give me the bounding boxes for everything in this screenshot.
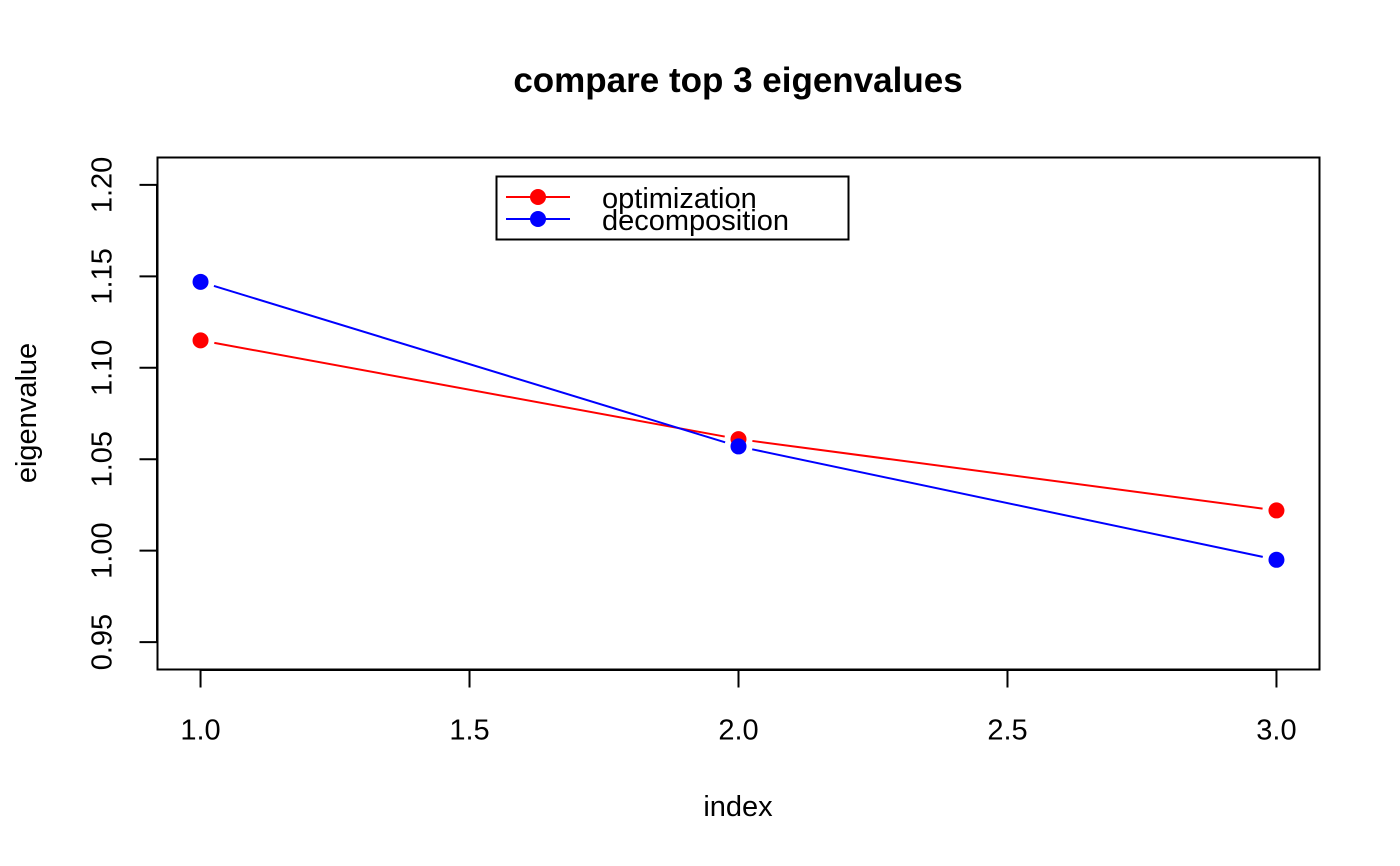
legend: optimization decomposition	[495, 175, 850, 241]
series-line-segment	[751, 448, 1263, 558]
x-axis: 1.0 1.5 2.0 2.5 3.0	[180, 669, 1297, 747]
x-tick-label: 2.5	[987, 715, 1027, 747]
series-layer	[192, 273, 1285, 568]
legend-marker-optimization	[530, 189, 546, 205]
series-line-segment	[213, 284, 726, 444]
x-tick-label: 1.0	[180, 715, 220, 747]
legend-label-decomposition: decomposition	[602, 205, 789, 237]
data-point	[192, 332, 209, 349]
y-tick-label: 1.10	[87, 340, 119, 396]
data-point	[730, 438, 747, 455]
y-axis-label: eigenvalue	[11, 343, 43, 483]
x-tick-label: 1.5	[449, 715, 489, 747]
y-axis: 0.95 1.00 1.05 1.10 1.15 1.20	[87, 157, 158, 670]
x-axis-label: index	[703, 791, 773, 823]
x-tick-label: 2.0	[718, 715, 758, 747]
series-optimization	[192, 332, 1285, 519]
series-line-segment	[752, 439, 1263, 510]
data-point	[1268, 551, 1285, 568]
data-point	[192, 273, 209, 290]
x-tick-label: 3.0	[1256, 715, 1296, 747]
data-point	[1268, 502, 1285, 519]
y-tick-label: 1.15	[87, 248, 119, 304]
legend-label-optimization: optimization	[602, 183, 757, 215]
legend-marker-decomposition	[530, 211, 546, 227]
y-tick-label: 1.05	[87, 431, 119, 487]
y-tick-label: 1.20	[87, 157, 119, 213]
y-tick-label: 1.00	[87, 522, 119, 578]
series-line-segment	[214, 341, 725, 438]
series-decomposition	[192, 273, 1285, 568]
chart-title: compare top 3 eigenvalues	[513, 61, 962, 100]
y-tick-label: 0.95	[87, 614, 119, 670]
legend-box	[495, 175, 850, 241]
